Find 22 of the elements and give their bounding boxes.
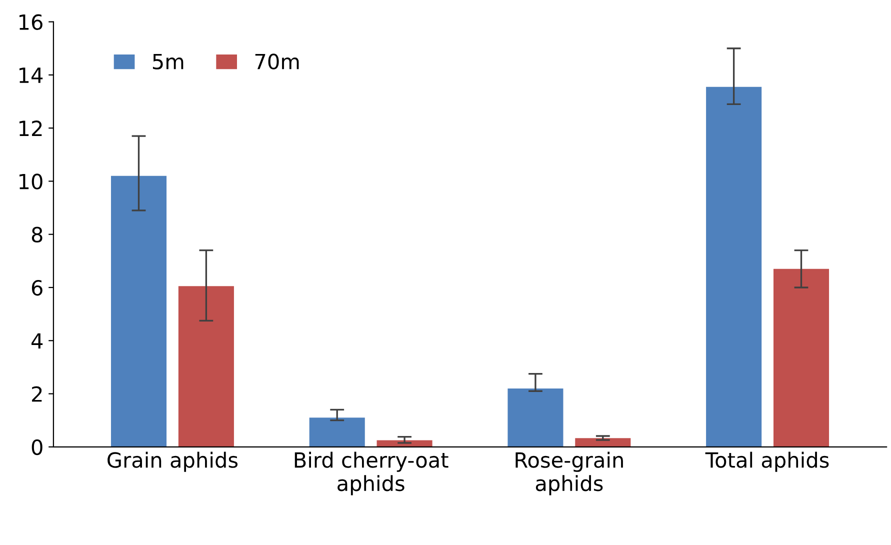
y-tick-label: 14 [20, 68, 43, 83]
y-tick-label: 2 [32, 386, 42, 402]
y-tick-label: 8 [32, 226, 42, 243]
y-tick-label: 4 [32, 333, 43, 349]
bar [575, 438, 631, 447]
legend-label: 5m [152, 54, 184, 70]
x-tick-label: Bird cherry-oat aphids [294, 452, 448, 496]
x-tick-label: Rose-grain aphids [516, 452, 623, 496]
y-tick-label: 0 [32, 439, 42, 456]
bar [178, 286, 234, 447]
y-tick-label: 6 [32, 280, 42, 296]
x-tick-label: Grain aphids [108, 452, 238, 472]
y-tick-label: 16 [20, 14, 42, 30]
bar [773, 268, 830, 447]
bar [309, 418, 365, 447]
x-tick-label: Total aphids [705, 452, 829, 472]
legend-label: 70m [255, 54, 299, 70]
bar [706, 86, 762, 447]
bar [508, 388, 564, 447]
y-tick-label: 10 [20, 174, 42, 190]
y-tick-label: 12 [20, 120, 42, 136]
bar [110, 176, 167, 447]
